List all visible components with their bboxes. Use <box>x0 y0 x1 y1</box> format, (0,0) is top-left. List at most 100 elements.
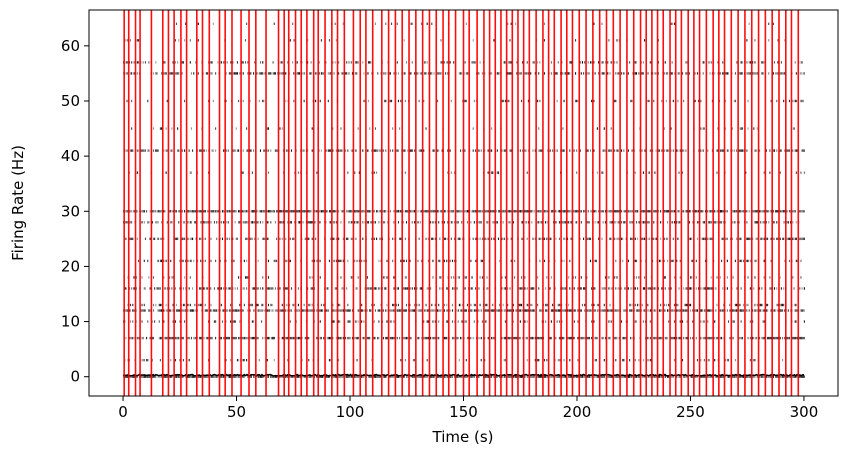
spike-mark <box>683 287 685 290</box>
spike-mark <box>690 237 692 241</box>
spike-mark <box>200 237 202 241</box>
spike-mark <box>690 287 692 290</box>
spike-mark <box>800 61 802 64</box>
spike-mark <box>508 99 510 103</box>
spike-mark <box>392 309 394 312</box>
spike-mark <box>424 336 426 340</box>
spike-mark <box>684 375 686 378</box>
spike-mark <box>770 210 772 213</box>
spike-mark <box>608 149 610 152</box>
spike-mark <box>154 287 156 290</box>
spike-mark <box>311 237 313 241</box>
spike-mark <box>507 237 509 241</box>
spike-mark <box>182 309 184 312</box>
spike-mark <box>155 149 157 152</box>
spike-mark <box>250 237 252 241</box>
spike-mark <box>492 303 494 307</box>
spike-mark <box>722 287 724 290</box>
spike-mark <box>447 149 449 152</box>
spike-mark <box>417 259 419 263</box>
spike-mark <box>562 127 564 130</box>
spike-mark <box>631 309 633 312</box>
spike-mark <box>665 72 667 75</box>
spike-mark <box>297 210 299 213</box>
spike-mark <box>458 303 460 307</box>
spike-mark <box>539 259 541 263</box>
spike-mark <box>272 72 274 75</box>
spike-mark <box>146 336 148 340</box>
spike-mark <box>434 210 436 213</box>
spike-mark <box>519 309 521 312</box>
spike-mark <box>285 237 287 241</box>
spike-mark <box>501 309 503 312</box>
spike-mark <box>200 149 202 152</box>
spike-mark <box>407 287 409 290</box>
spike-mark <box>779 72 781 75</box>
spike-mark <box>611 375 613 378</box>
spike-mark <box>256 287 258 290</box>
spike-mark <box>338 149 340 152</box>
spike-mark <box>660 336 662 340</box>
spike-mark <box>598 309 600 312</box>
spike-mark <box>478 287 480 290</box>
spike-mark <box>515 210 517 213</box>
spike-mark <box>800 259 802 263</box>
spike-mark <box>378 309 380 312</box>
spike-mark <box>247 309 249 312</box>
spike-mark <box>179 309 181 312</box>
spike-mark <box>496 72 498 75</box>
spike-mark <box>161 127 163 130</box>
spike-mark <box>172 210 174 213</box>
spike-mark <box>349 320 351 323</box>
spike-mark <box>593 210 595 213</box>
spike-mark <box>749 259 751 263</box>
spike-mark <box>763 309 765 312</box>
spike-mark <box>773 61 776 64</box>
spike-mark <box>142 358 144 362</box>
spike-mark <box>568 303 570 307</box>
spike-mark <box>319 210 321 213</box>
spike-mark <box>159 127 161 130</box>
spike-mark <box>739 149 741 152</box>
spike-mark <box>520 303 523 307</box>
spike-mark <box>527 221 529 224</box>
spike-mark <box>318 72 320 75</box>
spike-mark <box>546 375 548 378</box>
spike-mark <box>761 237 763 241</box>
spike-mark <box>741 149 743 152</box>
spike-mark <box>726 259 728 263</box>
spike-mark <box>722 375 724 378</box>
spike-mark <box>543 375 546 378</box>
spike-mark <box>752 336 754 340</box>
spike-mark <box>471 375 473 378</box>
spike-mark <box>586 237 588 241</box>
spike-mark <box>546 358 548 362</box>
spike-mark <box>787 149 789 152</box>
spike-mark <box>788 375 790 378</box>
spike-mark <box>694 99 696 103</box>
spike-mark <box>512 320 514 323</box>
spike-mark <box>447 72 449 75</box>
spike-mark <box>471 210 473 213</box>
spike-mark <box>673 276 675 279</box>
spike-mark <box>207 221 209 224</box>
spike-mark <box>518 303 520 307</box>
spike-mark <box>430 221 432 224</box>
spike-mark <box>457 276 459 279</box>
spike-mark <box>802 72 804 75</box>
spike-mark <box>715 375 717 378</box>
spike-mark <box>765 210 767 213</box>
spike-mark <box>703 127 705 130</box>
spike-mark <box>507 336 509 340</box>
spike-mark <box>540 309 542 312</box>
spike-mark <box>292 375 294 378</box>
spike-mark <box>793 127 795 130</box>
spike-mark <box>169 336 171 340</box>
spike-mark <box>205 72 207 75</box>
spike-mark <box>223 287 225 290</box>
spike-mark <box>546 276 548 279</box>
spike-mark <box>286 336 288 340</box>
spike-mark <box>660 210 662 213</box>
spike-mark <box>449 61 451 64</box>
spike-mark <box>522 149 524 152</box>
